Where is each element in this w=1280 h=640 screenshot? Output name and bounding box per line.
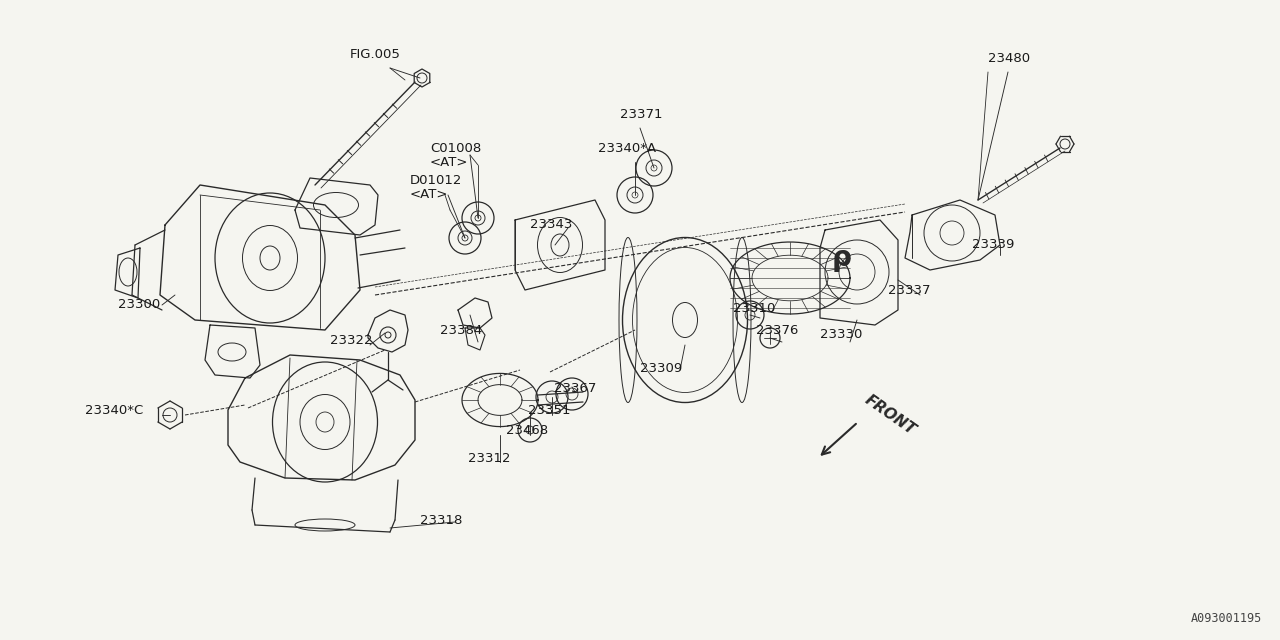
Text: <AT>: <AT> [430,157,468,170]
Text: 23340*C: 23340*C [84,403,143,417]
Text: 23330: 23330 [820,328,863,342]
Text: ρ: ρ [832,244,852,272]
Text: 23312: 23312 [468,451,511,465]
Text: A093001195: A093001195 [1190,612,1262,625]
Text: 23480: 23480 [988,51,1030,65]
Text: 23310: 23310 [733,301,776,314]
Text: 23339: 23339 [972,239,1014,252]
Text: 23340*A: 23340*A [598,141,657,154]
Text: 23384: 23384 [440,323,483,337]
Text: 23343: 23343 [530,218,572,232]
Text: D01012: D01012 [410,173,462,186]
Text: 23300: 23300 [118,298,160,312]
Text: 23367: 23367 [554,381,596,394]
Text: 23318: 23318 [420,513,462,527]
Text: <AT>: <AT> [410,189,448,202]
Text: 23371: 23371 [620,109,663,122]
Text: 23337: 23337 [888,284,931,296]
Text: 23376: 23376 [756,323,799,337]
Text: 23309: 23309 [640,362,682,374]
Text: C01008: C01008 [430,141,481,154]
Text: 23468: 23468 [506,424,548,436]
Text: FIG.005: FIG.005 [349,49,401,61]
Text: FRONT: FRONT [861,392,918,438]
Text: 23351: 23351 [529,403,571,417]
Text: 23322: 23322 [330,333,372,346]
